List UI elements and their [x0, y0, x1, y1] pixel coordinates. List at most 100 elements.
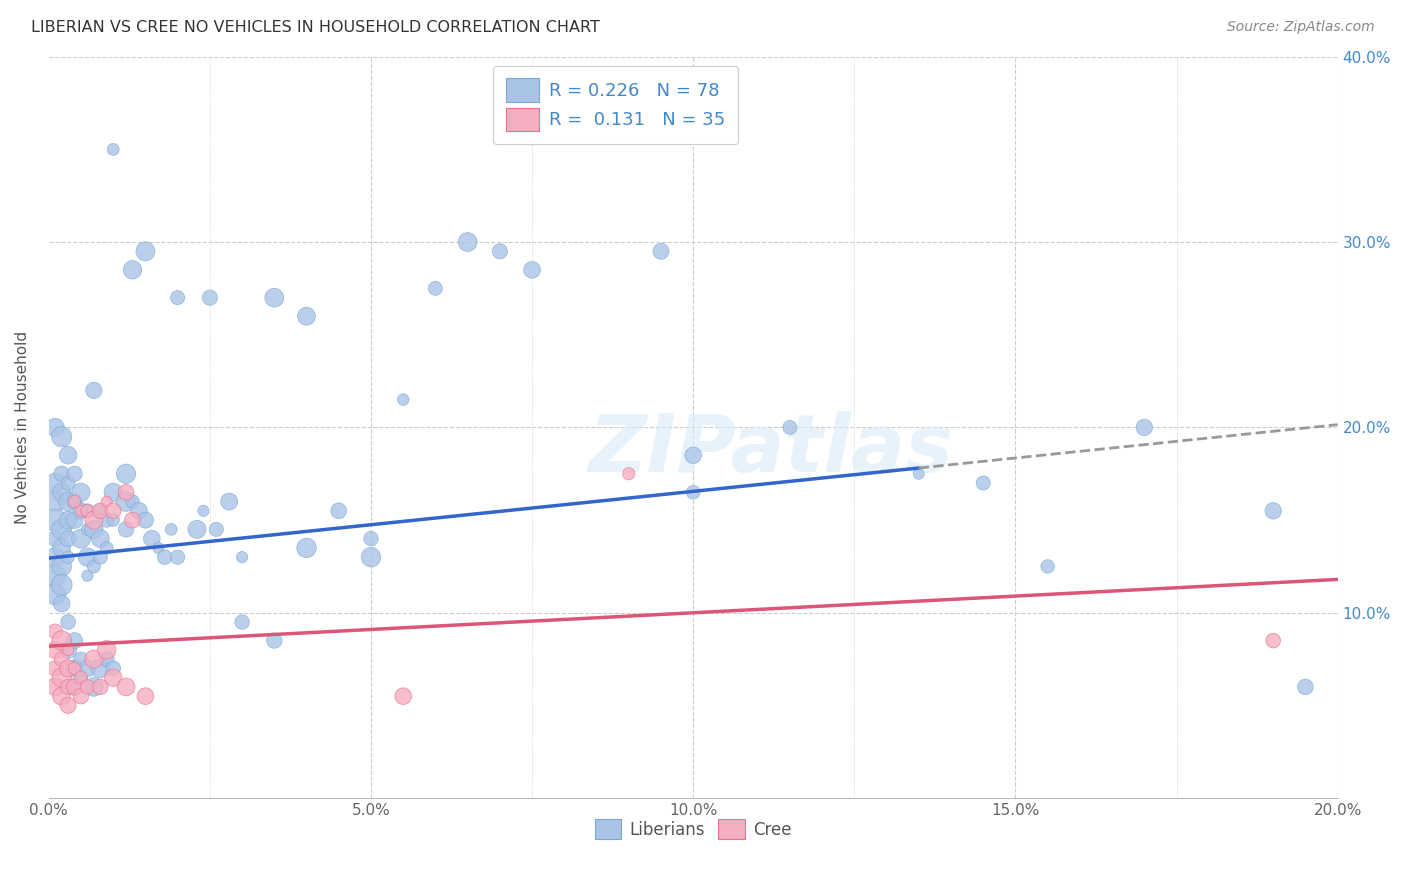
- Point: [907, 467, 929, 481]
- Text: ZIPatlas: ZIPatlas: [588, 410, 953, 489]
- Point: [51, 671, 73, 685]
- Point: [121, 494, 143, 508]
- Point: [51, 597, 73, 611]
- Point: [166, 291, 188, 305]
- Point: [115, 467, 138, 481]
- Point: [134, 689, 156, 703]
- Point: [51, 689, 73, 703]
- Point: [193, 504, 215, 518]
- Point: [44, 532, 66, 546]
- Point: [51, 559, 73, 574]
- Point: [44, 550, 66, 565]
- Point: [44, 476, 66, 491]
- Point: [96, 643, 118, 657]
- Point: [617, 467, 640, 481]
- Point: [51, 467, 73, 481]
- Point: [51, 541, 73, 555]
- Point: [128, 504, 150, 518]
- Point: [76, 522, 98, 536]
- Point: [63, 661, 86, 675]
- Point: [76, 504, 98, 518]
- Point: [89, 532, 111, 546]
- Point: [972, 476, 994, 491]
- Point: [1294, 680, 1316, 694]
- Point: [70, 671, 93, 685]
- Point: [160, 522, 183, 536]
- Point: [70, 671, 93, 685]
- Point: [1133, 420, 1156, 434]
- Point: [392, 392, 415, 407]
- Point: [70, 689, 93, 703]
- Point: [56, 494, 79, 508]
- Point: [70, 504, 93, 518]
- Point: [76, 661, 98, 675]
- Point: [153, 550, 176, 565]
- Point: [56, 680, 79, 694]
- Point: [96, 513, 118, 527]
- Point: [682, 485, 704, 500]
- Point: [520, 263, 543, 277]
- Point: [96, 541, 118, 555]
- Point: [96, 494, 118, 508]
- Point: [56, 550, 79, 565]
- Point: [263, 291, 285, 305]
- Point: [83, 559, 105, 574]
- Point: [134, 244, 156, 259]
- Legend: Liberians, Cree: Liberians, Cree: [588, 813, 799, 846]
- Point: [328, 504, 350, 518]
- Point: [56, 476, 79, 491]
- Point: [83, 513, 105, 527]
- Point: [1263, 633, 1285, 648]
- Point: [70, 485, 93, 500]
- Point: [63, 680, 86, 694]
- Point: [263, 633, 285, 648]
- Point: [70, 652, 93, 666]
- Point: [231, 550, 253, 565]
- Point: [44, 420, 66, 434]
- Y-axis label: No Vehicles in Household: No Vehicles in Household: [15, 331, 30, 524]
- Point: [51, 652, 73, 666]
- Point: [779, 420, 801, 434]
- Point: [76, 550, 98, 565]
- Point: [44, 568, 66, 582]
- Point: [295, 541, 318, 555]
- Point: [83, 522, 105, 536]
- Point: [103, 513, 125, 527]
- Point: [115, 494, 138, 508]
- Point: [295, 309, 318, 323]
- Point: [63, 494, 86, 508]
- Point: [218, 494, 240, 508]
- Point: [360, 550, 382, 565]
- Point: [70, 532, 93, 546]
- Point: [63, 494, 86, 508]
- Point: [56, 698, 79, 713]
- Point: [76, 568, 98, 582]
- Point: [44, 513, 66, 527]
- Point: [51, 578, 73, 592]
- Point: [44, 587, 66, 601]
- Point: [186, 522, 208, 536]
- Point: [63, 467, 86, 481]
- Point: [76, 680, 98, 694]
- Point: [76, 504, 98, 518]
- Point: [44, 643, 66, 657]
- Point: [44, 624, 66, 639]
- Point: [103, 142, 125, 156]
- Point: [121, 263, 143, 277]
- Text: LIBERIAN VS CREE NO VEHICLES IN HOUSEHOLD CORRELATION CHART: LIBERIAN VS CREE NO VEHICLES IN HOUSEHOL…: [31, 20, 600, 35]
- Point: [89, 504, 111, 518]
- Point: [63, 661, 86, 675]
- Point: [115, 485, 138, 500]
- Point: [205, 522, 228, 536]
- Point: [70, 504, 93, 518]
- Point: [103, 504, 125, 518]
- Point: [650, 244, 672, 259]
- Point: [83, 652, 105, 666]
- Point: [89, 550, 111, 565]
- Point: [1263, 504, 1285, 518]
- Point: [89, 504, 111, 518]
- Point: [44, 661, 66, 675]
- Point: [56, 643, 79, 657]
- Point: [56, 643, 79, 657]
- Point: [148, 541, 170, 555]
